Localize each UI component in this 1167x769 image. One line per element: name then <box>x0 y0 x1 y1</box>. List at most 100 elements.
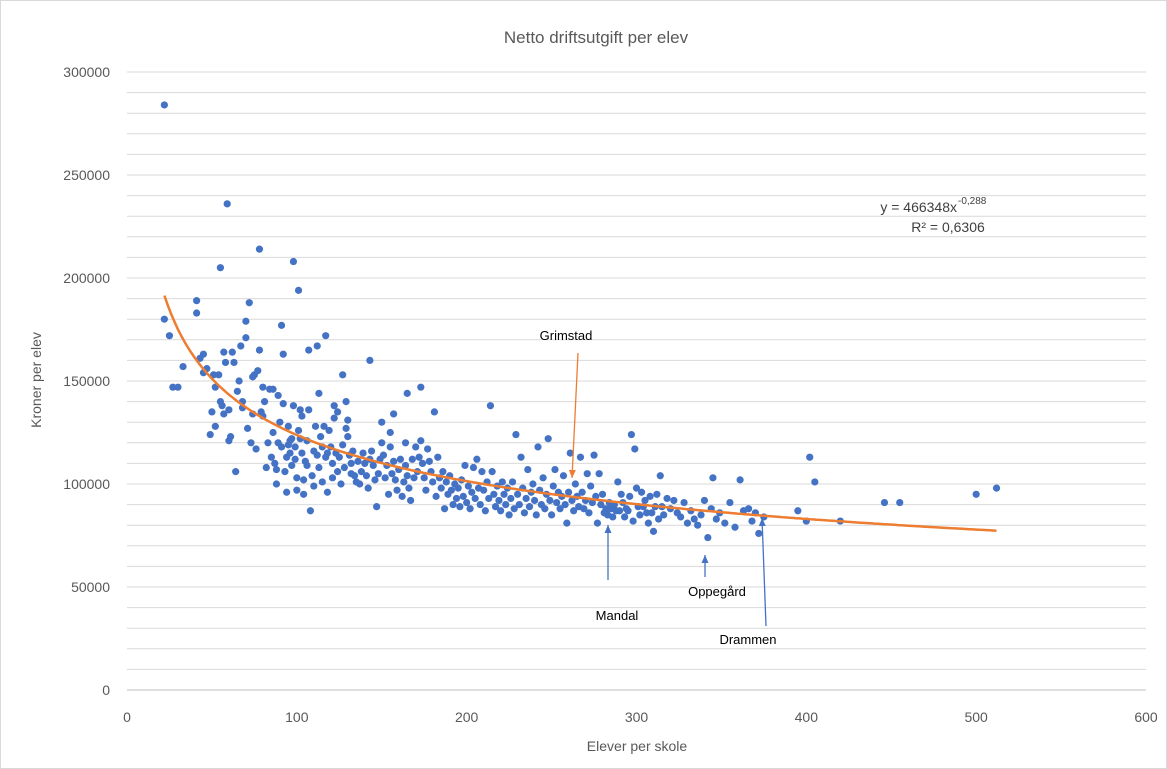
data-point <box>286 449 294 457</box>
data-point <box>517 453 525 461</box>
data-point <box>539 474 547 482</box>
data-point <box>580 505 588 513</box>
data-point <box>437 484 445 492</box>
data-point <box>627 430 636 439</box>
data-point <box>339 441 347 449</box>
data-point <box>322 332 330 340</box>
data-point <box>323 488 332 496</box>
data-point <box>529 480 537 488</box>
data-point <box>276 418 284 426</box>
data-point <box>466 505 474 513</box>
data-point <box>347 459 355 467</box>
data-point <box>649 527 658 535</box>
data-point <box>502 501 510 509</box>
data-point <box>255 346 264 354</box>
data-point <box>390 410 398 418</box>
data-point <box>690 515 698 523</box>
data-point <box>654 515 663 523</box>
data-point <box>272 465 281 474</box>
data-point <box>269 385 277 393</box>
data-point <box>308 472 316 480</box>
data-point <box>794 507 802 515</box>
data-point <box>386 443 394 451</box>
data-point <box>284 422 292 430</box>
data-point <box>396 455 405 463</box>
data-point <box>269 428 277 437</box>
data-point <box>440 505 449 513</box>
data-point <box>367 447 376 455</box>
equation-text: y = 466348x <box>880 199 957 215</box>
data-point <box>306 507 315 515</box>
data-point <box>271 459 279 467</box>
data-point <box>621 513 629 521</box>
data-point <box>255 245 264 253</box>
data-point <box>556 505 564 513</box>
data-point <box>199 350 208 358</box>
data-point <box>595 470 603 478</box>
trendline <box>163 295 997 532</box>
data-point <box>646 492 654 500</box>
data-point <box>378 418 386 426</box>
data-point <box>403 389 411 397</box>
data-point <box>356 480 364 488</box>
data-point <box>481 507 489 515</box>
data-point <box>644 519 652 527</box>
data-point <box>972 490 980 498</box>
data-point <box>230 358 238 367</box>
data-point <box>553 498 561 507</box>
data-point <box>364 484 372 492</box>
data-point <box>522 494 530 503</box>
data-point <box>288 461 296 470</box>
data-point <box>473 455 481 463</box>
data-point <box>315 463 323 472</box>
data-point <box>333 468 342 476</box>
data-point <box>221 358 230 367</box>
data-point <box>468 488 476 496</box>
data-point <box>588 498 596 507</box>
data-point <box>704 533 712 542</box>
x-tick-label: 300 <box>625 709 649 725</box>
data-point <box>311 422 320 430</box>
data-point <box>700 496 709 505</box>
data-point <box>259 383 267 391</box>
data-point <box>337 480 345 488</box>
data-point <box>283 488 291 496</box>
gridlines <box>127 71 1146 691</box>
data-point <box>361 459 369 467</box>
data-point <box>463 498 471 507</box>
data-point <box>614 478 622 486</box>
data-point <box>398 492 406 500</box>
data-point <box>344 433 352 441</box>
data-point <box>660 511 668 519</box>
data-point <box>602 505 610 513</box>
data-point <box>663 494 671 503</box>
data-point <box>313 451 321 459</box>
data-point <box>992 484 1001 492</box>
data-point <box>677 513 685 521</box>
data-point <box>531 496 539 505</box>
r-squared-text: R² = 0,6306 <box>911 219 985 235</box>
data-point <box>434 453 442 461</box>
data-point <box>313 342 321 350</box>
data-point <box>424 445 432 453</box>
data-point <box>520 509 529 517</box>
data-point <box>160 101 168 109</box>
data-point <box>461 461 469 470</box>
data-point <box>532 511 540 519</box>
data-point <box>549 482 557 490</box>
data-point <box>515 501 523 509</box>
data-point <box>225 406 233 414</box>
data-point <box>226 433 235 441</box>
data-point <box>578 488 586 496</box>
data-point <box>631 445 639 453</box>
data-point <box>325 426 333 435</box>
data-point <box>524 465 532 474</box>
data-point <box>641 496 649 505</box>
data-point <box>344 416 352 424</box>
data-point <box>512 430 520 439</box>
data-point <box>643 509 651 517</box>
data-point <box>323 449 332 457</box>
data-point <box>371 476 379 484</box>
data-point <box>391 476 399 484</box>
